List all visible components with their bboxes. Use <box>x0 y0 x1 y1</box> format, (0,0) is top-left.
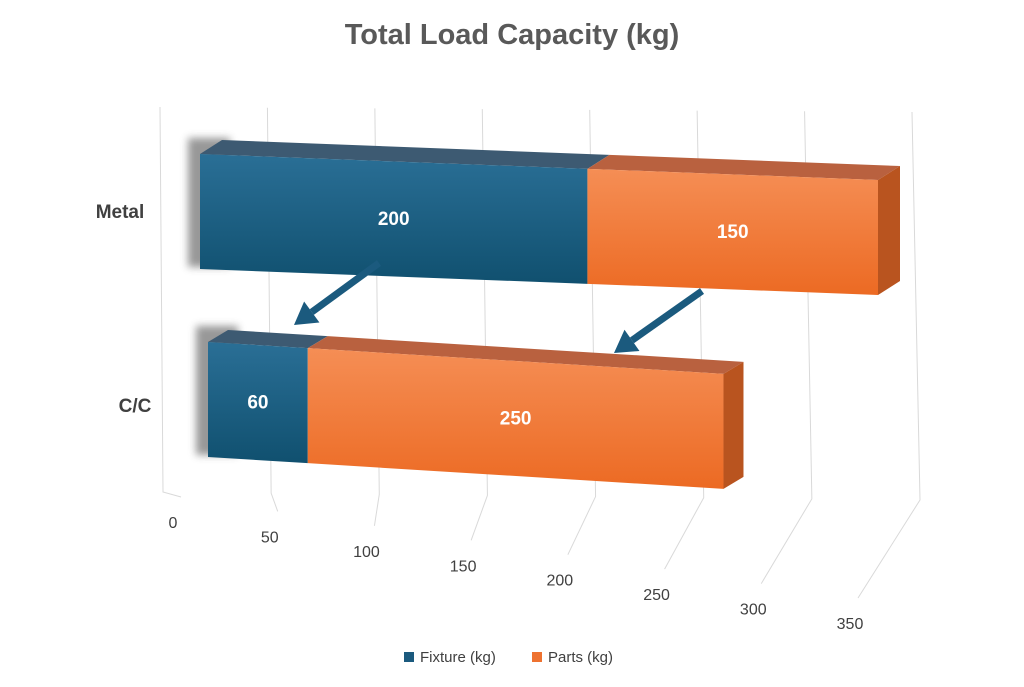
legend-swatch <box>404 652 414 662</box>
bar-side-1 <box>723 361 744 489</box>
category-label: C/C <box>119 396 152 417</box>
x-tick-label: 250 <box>643 587 670 604</box>
labels: 0 50 100 150 200 250 300 350 200 150 60 250 Metal C/C <box>96 202 864 633</box>
bars <box>188 138 900 489</box>
data-label: 60 <box>247 393 268 414</box>
annotation-arrow-fixture <box>309 260 382 315</box>
grid <box>159 106 921 599</box>
category-label: Metal <box>96 202 145 223</box>
annotation-arrow-parts <box>629 288 705 344</box>
x-tick-label: 0 <box>169 515 178 532</box>
bar-0-1 <box>587 168 878 295</box>
x-tick-label: 50 <box>261 529 279 546</box>
annotation-arrow-parts-head <box>614 329 640 353</box>
data-label: 200 <box>378 209 410 230</box>
bar-1-0 <box>208 342 308 464</box>
bar-0-0 <box>200 154 588 284</box>
legend-label: Fixture (kg) <box>420 649 496 666</box>
x-tick-label: 150 <box>450 558 477 575</box>
annotation-arrow-fixture-head <box>294 301 320 325</box>
bar-top-1-0 <box>208 330 328 349</box>
data-label: 150 <box>717 222 749 243</box>
legend-label: Parts (kg) <box>548 649 613 666</box>
bar-1-1 <box>307 348 724 489</box>
bar-top-0-0 <box>200 140 610 169</box>
data-label: 250 <box>500 409 532 430</box>
x-tick-label: 350 <box>837 616 864 633</box>
chart-title: Total Load Capacity (kg) <box>345 19 680 51</box>
gridline-0 <box>159 106 182 498</box>
bar-top-1-1 <box>307 336 744 374</box>
x-tick-label: 100 <box>353 544 380 561</box>
bar-top-0-1 <box>587 154 900 180</box>
legend-swatch <box>532 652 542 662</box>
bar-side-0 <box>878 166 900 295</box>
legend: Fixture (kg) Parts (kg) <box>404 649 613 666</box>
x-tick-label: 200 <box>547 573 574 590</box>
x-tick-label: 300 <box>740 602 767 619</box>
gridline-7 <box>857 111 921 599</box>
